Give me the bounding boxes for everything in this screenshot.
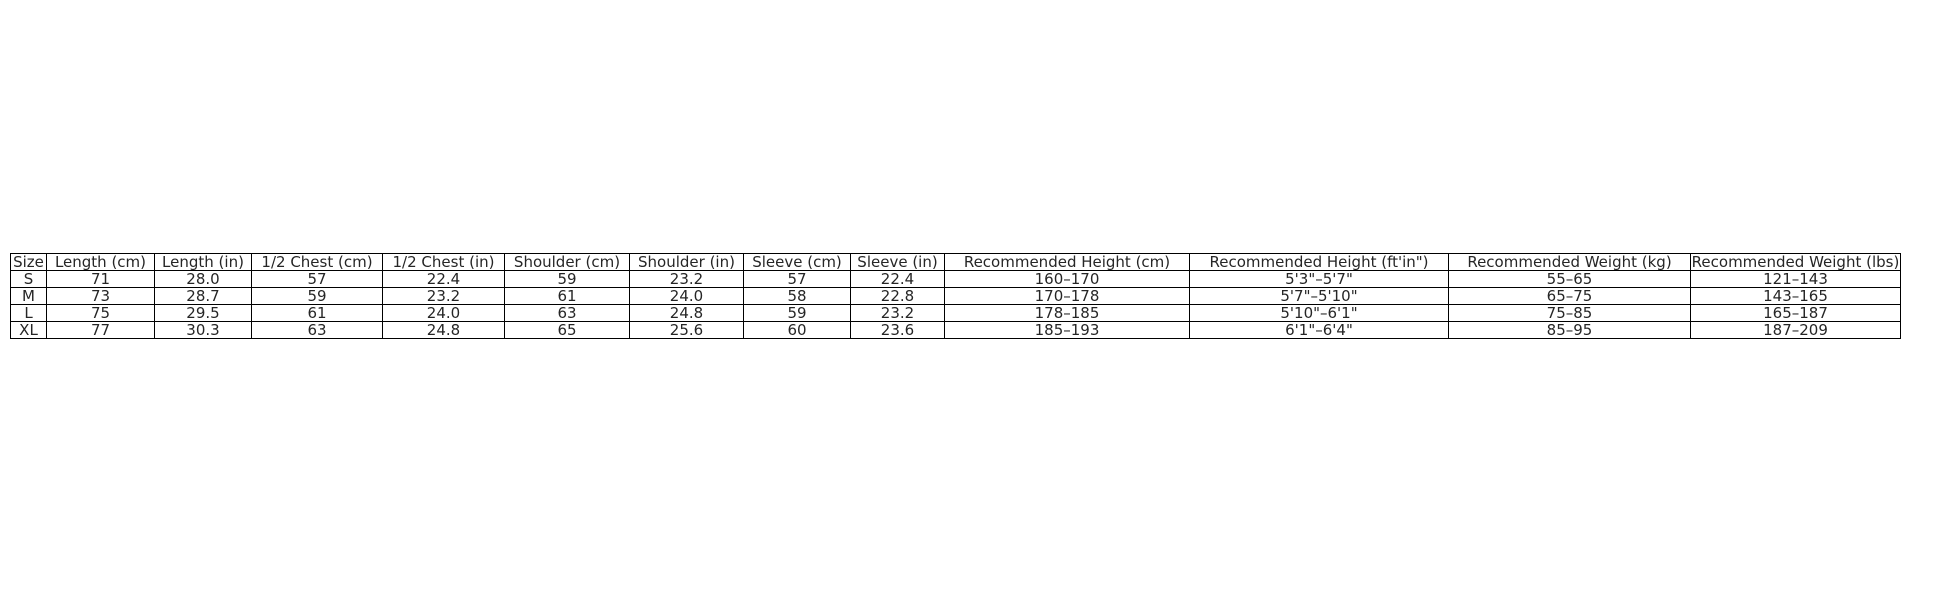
column-header: Sleeve (in) xyxy=(850,253,945,271)
table-cell: S xyxy=(10,270,47,288)
table-cell: 55–65 xyxy=(1448,270,1691,288)
column-header: Recommended Weight (lbs) xyxy=(1690,253,1901,271)
table-cell: 185–193 xyxy=(944,321,1190,339)
table-cell: 60 xyxy=(743,321,851,339)
table-cell: 22.4 xyxy=(382,270,505,288)
table-cell: 85–95 xyxy=(1448,321,1691,339)
table-cell: 23.2 xyxy=(382,287,505,305)
column-header: Shoulder (cm) xyxy=(504,253,630,271)
table-cell: 24.0 xyxy=(382,304,505,322)
table-cell: 165–187 xyxy=(1690,304,1901,322)
table-cell: 24.8 xyxy=(629,304,744,322)
table-cell: 71 xyxy=(46,270,155,288)
table-cell: M xyxy=(10,287,47,305)
column-header: Length (cm) xyxy=(46,253,155,271)
table-cell: 6'1"–6'4" xyxy=(1189,321,1449,339)
table-cell: 65–75 xyxy=(1448,287,1691,305)
table-row: L 75 29.5 61 24.0 63 24.8 59 23.2 178–185 5'10"–6'… xyxy=(10,304,1901,322)
table-cell: 30.3 xyxy=(154,321,252,339)
table-cell: 5'7"–5'10" xyxy=(1189,287,1449,305)
size-chart-table: Size Length (cm) Length (in) 1/2 Chest (cm)… xyxy=(10,253,1901,339)
header-row: Size Length (cm) Length (in) 1/2 Chest (cm)… xyxy=(10,253,1901,271)
column-header: Shoulder (in) xyxy=(629,253,744,271)
table-cell: 25.6 xyxy=(629,321,744,339)
table-cell: 58 xyxy=(743,287,851,305)
table-cell: 28.7 xyxy=(154,287,252,305)
table-cell: 57 xyxy=(251,270,383,288)
table-cell: 143–165 xyxy=(1690,287,1901,305)
table-cell: 23.2 xyxy=(850,304,945,322)
table-row: XL 77 30.3 63 24.8 65 25.6 60 23.6 185–193 6'1"–6'… xyxy=(10,321,1901,339)
table-cell: 59 xyxy=(504,270,630,288)
table-cell: 22.8 xyxy=(850,287,945,305)
table-cell: 63 xyxy=(251,321,383,339)
column-header: 1/2 Chest (cm) xyxy=(251,253,383,271)
table-cell: 160–170 xyxy=(944,270,1190,288)
table-cell: 28.0 xyxy=(154,270,252,288)
table-cell: 23.6 xyxy=(850,321,945,339)
table-cell: 77 xyxy=(46,321,155,339)
table-cell: L xyxy=(10,304,47,322)
table-cell: 75 xyxy=(46,304,155,322)
table-cell: 61 xyxy=(251,304,383,322)
table-cell: 170–178 xyxy=(944,287,1190,305)
table-cell: 63 xyxy=(504,304,630,322)
column-header: Length (in) xyxy=(154,253,252,271)
table-cell: XL xyxy=(10,321,47,339)
table-row: M 73 28.7 59 23.2 61 24.0 58 22.8 170–178 5'7"–5'1… xyxy=(10,287,1901,305)
table-cell: 73 xyxy=(46,287,155,305)
table-cell: 24.8 xyxy=(382,321,505,339)
column-header: 1/2 Chest (in) xyxy=(382,253,505,271)
column-header: Recommended Weight (kg) xyxy=(1448,253,1691,271)
table-cell: 59 xyxy=(743,304,851,322)
column-header: Size xyxy=(10,253,47,271)
table-cell: 61 xyxy=(504,287,630,305)
column-header: Recommended Height (cm) xyxy=(944,253,1190,271)
table-cell: 59 xyxy=(251,287,383,305)
column-header: Sleeve (cm) xyxy=(743,253,851,271)
table-cell: 22.4 xyxy=(850,270,945,288)
column-header: Recommended Height (ft'in") xyxy=(1189,253,1449,271)
table-cell: 187–209 xyxy=(1690,321,1901,339)
table-cell: 29.5 xyxy=(154,304,252,322)
table-cell: 121–143 xyxy=(1690,270,1901,288)
table-cell: 5'10"–6'1" xyxy=(1189,304,1449,322)
table-cell: 5'3"–5'7" xyxy=(1189,270,1449,288)
table-cell: 65 xyxy=(504,321,630,339)
table-cell: 57 xyxy=(743,270,851,288)
table-cell: 178–185 xyxy=(944,304,1190,322)
table-row: S 71 28.0 57 22.4 59 23.2 57 22.4 160–170 5'3"–5'7… xyxy=(10,270,1901,288)
table-cell: 75–85 xyxy=(1448,304,1691,322)
table-cell: 24.0 xyxy=(629,287,744,305)
table-cell: 23.2 xyxy=(629,270,744,288)
